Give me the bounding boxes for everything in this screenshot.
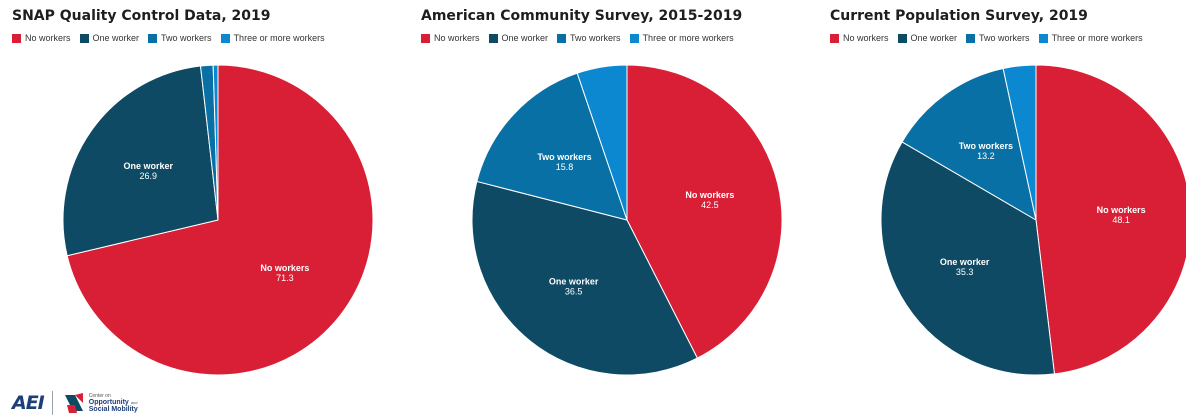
acs-panel: American Community Survey, 2015-2019 No …	[421, 0, 801, 380]
legend-item-one-worker: One worker	[79, 33, 140, 43]
pie-slice-one-worker	[62, 65, 219, 257]
pie-slice-no-workers	[66, 64, 374, 376]
slice-value-label: 13.2	[977, 151, 995, 161]
slice-label: No workers	[1097, 205, 1146, 215]
slice-value-label: 26.9	[140, 171, 158, 181]
slice-label: Two workers	[537, 152, 591, 162]
legend-swatch	[79, 33, 89, 43]
legend-label: One worker	[501, 33, 549, 43]
pie-slice-three-or-more-workers	[212, 64, 219, 221]
cosm-logo-icon	[64, 393, 83, 413]
legend-item-three-plus: Three or more workers	[220, 33, 325, 43]
legend-label: One worker	[92, 33, 140, 43]
legend-label: Three or more workers	[1051, 33, 1143, 43]
slice-label: One worker	[940, 257, 990, 267]
pie-slice-two-workers	[901, 67, 1037, 222]
slice-label: No workers	[260, 263, 309, 273]
snap-qc-panel: SNAP Quality Control Data, 2019 No worke…	[12, 0, 392, 380]
cosm-small-text: Center on	[88, 392, 111, 399]
chart-legend: No workers One worker Two workers Three …	[421, 33, 743, 43]
chart-title: SNAP Quality Control Data, 2019	[12, 8, 271, 24]
legend-item-two-workers: Two workers	[966, 33, 1030, 43]
cosm-and-text: and	[130, 399, 138, 405]
slice-value-label: 71.3	[276, 273, 294, 283]
legend-item-no-workers: No workers	[421, 33, 480, 43]
pie-slice-no-workers	[626, 64, 783, 359]
chart-title: Current Population Survey, 2019	[830, 8, 1088, 24]
legend-swatch	[830, 33, 839, 43]
slice-label: No workers	[685, 190, 734, 200]
legend-label: Three or more workers	[233, 33, 325, 43]
legend-swatch	[148, 33, 158, 43]
legend-label: Two workers	[570, 33, 621, 43]
legend-swatch	[1038, 33, 1048, 43]
legend-item-two-workers: Two workers	[148, 33, 212, 43]
legend-swatch	[897, 33, 907, 43]
legend-label: No workers	[25, 33, 71, 43]
cosm-line-1: Opportunity and	[88, 398, 138, 406]
legend-swatch	[12, 33, 21, 43]
legend-swatch	[629, 33, 639, 43]
slice-value-label: 42.5	[701, 200, 719, 210]
legend-swatch	[421, 33, 430, 43]
legend-swatch	[557, 33, 567, 43]
legend-item-one-worker: One worker	[488, 33, 549, 43]
legend-label: No workers	[434, 33, 480, 43]
chart-legend: No workers One worker Two workers Three …	[12, 33, 334, 43]
legend-swatch	[488, 33, 498, 43]
legend-label: Three or more workers	[642, 33, 734, 43]
footer-logos: AEI Center on Opportunity and Social Mob…	[12, 389, 138, 417]
legend-label: Two workers	[979, 33, 1030, 43]
legend-item-no-workers: No workers	[12, 33, 71, 43]
slice-label: One worker	[124, 161, 174, 171]
slice-value-label: 35.3	[956, 267, 974, 277]
legend-label: Two workers	[161, 33, 212, 43]
pie-slice-one-worker	[471, 180, 699, 376]
chart-legend: No workers One worker Two workers Three …	[830, 33, 1152, 43]
legend-item-three-plus: Three or more workers	[1038, 33, 1143, 43]
cosm-line-2: Social Mobility	[88, 405, 138, 413]
slice-label: One worker	[549, 277, 599, 287]
chart-title: American Community Survey, 2015-2019	[421, 8, 743, 24]
logo-divider	[51, 391, 53, 415]
aei-logo: AEI	[12, 392, 45, 414]
legend-item-no-workers: No workers	[830, 33, 889, 43]
legend-label: No workers	[843, 33, 889, 43]
legend-label: One worker	[910, 33, 958, 43]
pie-slice-three-or-more-workers	[1002, 64, 1037, 221]
legend-item-three-plus: Three or more workers	[629, 33, 734, 43]
cps-panel: Current Population Survey, 2019 No worke…	[830, 0, 1186, 380]
pie-slice-three-or-more-workers	[576, 64, 628, 221]
legend-item-one-worker: One worker	[897, 33, 958, 43]
legend-swatch	[220, 33, 230, 43]
pie-slice-no-workers	[1035, 64, 1186, 375]
slice-value-label: 15.8	[556, 162, 574, 172]
slice-label: Two workers	[959, 141, 1013, 151]
legend-swatch	[966, 33, 976, 43]
slice-value-label: 48.1	[1112, 215, 1130, 225]
legend-item-two-workers: Two workers	[557, 33, 621, 43]
pie-slice-one-worker	[880, 141, 1056, 376]
slice-value-label: 36.5	[565, 287, 583, 297]
cosm-logo-text: Center on Opportunity and Social Mobilit…	[88, 392, 138, 413]
